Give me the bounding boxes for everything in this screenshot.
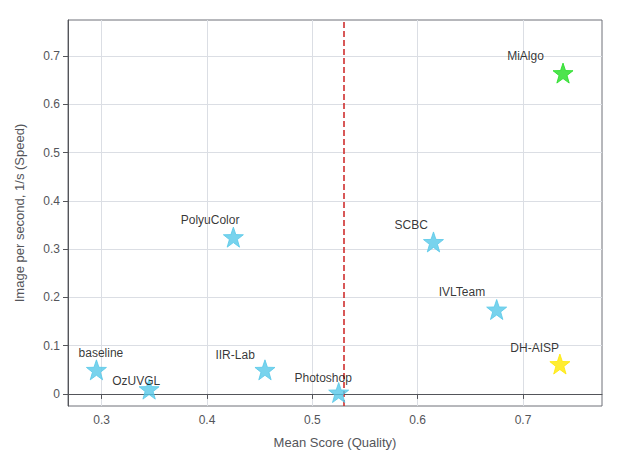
svg-text:MiAlgo: MiAlgo	[507, 49, 544, 63]
svg-text:0.4: 0.4	[199, 413, 216, 427]
svg-text:IVLTeam: IVLTeam	[439, 285, 485, 299]
svg-text:Photoshop: Photoshop	[294, 371, 352, 385]
svg-text:Mean Score (Quality): Mean Score (Quality)	[274, 435, 397, 450]
svg-text:SCBC: SCBC	[395, 218, 429, 232]
svg-text:0.6: 0.6	[43, 97, 60, 111]
svg-text:DH-AISP: DH-AISP	[510, 341, 559, 355]
svg-text:0.2: 0.2	[43, 290, 60, 304]
svg-text:baseline: baseline	[79, 346, 124, 360]
svg-text:OzUVGL: OzUVGL	[112, 374, 160, 388]
svg-text:0.3: 0.3	[43, 242, 60, 256]
svg-text:0.5: 0.5	[43, 146, 60, 160]
svg-text:0.6: 0.6	[409, 413, 426, 427]
svg-text:Image per second, 1/s (Speed): Image per second, 1/s (Speed)	[12, 124, 27, 303]
svg-text:0.1: 0.1	[43, 339, 60, 353]
svg-text:PolyuColor: PolyuColor	[181, 213, 240, 227]
svg-text:0: 0	[53, 387, 60, 401]
svg-text:0.5: 0.5	[304, 413, 321, 427]
svg-text:0.4: 0.4	[43, 194, 60, 208]
svg-text:0.3: 0.3	[93, 413, 110, 427]
svg-text:0.7: 0.7	[515, 413, 532, 427]
svg-text:IIR-Lab: IIR-Lab	[215, 348, 255, 362]
svg-text:0.7: 0.7	[43, 49, 60, 63]
